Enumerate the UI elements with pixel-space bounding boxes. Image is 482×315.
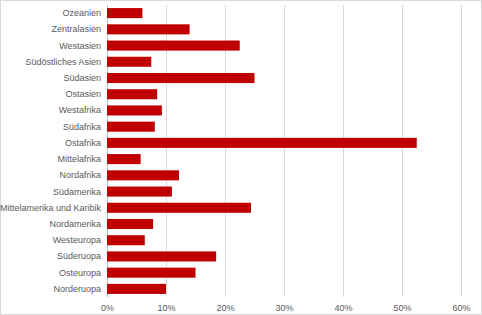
grid-line (284, 5, 285, 297)
bar (107, 219, 153, 229)
category-label: Mittelafrika (57, 154, 101, 164)
tick-label: 10% (157, 303, 175, 313)
category-label: Norderuopa (53, 284, 101, 294)
category-label: Westafrika (59, 105, 101, 115)
category-label: Westasien (59, 41, 101, 51)
tick-label: 50% (393, 303, 411, 313)
bar (107, 24, 190, 34)
bar (107, 57, 151, 67)
bar (107, 284, 166, 294)
bar (107, 251, 216, 261)
tick-label: 40% (334, 303, 352, 313)
category-label: Osteuropa (59, 268, 101, 278)
bar (107, 203, 251, 213)
category-label: Ostasien (65, 89, 101, 99)
category-label: Westeuropa (53, 235, 101, 245)
bar (107, 105, 162, 115)
category-label: Südamerika (53, 187, 101, 197)
bar (107, 235, 145, 245)
bar (107, 89, 157, 99)
tick-label: 0% (101, 303, 114, 313)
bar (107, 187, 172, 197)
grid-line (461, 5, 462, 297)
category-label: Zentralasien (51, 24, 101, 34)
category-label: Ozeanien (62, 8, 101, 18)
category-label: Nordafrika (59, 170, 101, 180)
category-label: Südöstliches Asien (25, 57, 101, 67)
bar (107, 268, 196, 278)
bar (107, 170, 179, 180)
chart-frame (1, 1, 482, 315)
grid-line (402, 5, 403, 297)
tick-label: 30% (275, 303, 293, 313)
bar (107, 8, 142, 18)
bars (107, 8, 417, 294)
grid-line (343, 5, 344, 297)
category-label: Mittelamerika und Karibik (0, 203, 101, 213)
category-label: Südasien (63, 73, 101, 83)
bar (107, 41, 240, 51)
bar (107, 138, 417, 148)
tick-label: 60% (452, 303, 470, 313)
bar (107, 73, 255, 83)
category-label: Ostafrika (65, 138, 101, 148)
category-label: Süderuopa (57, 251, 101, 261)
category-label: Südafrika (63, 122, 101, 132)
chart: 0% 10% 20% 30% 40% 50% 60% Ozeanien Zentralasien… (0, 0, 482, 315)
bar (107, 154, 141, 164)
bar (107, 122, 155, 132)
category-label: Nordamerika (49, 219, 101, 229)
tick-label: 20% (216, 303, 234, 313)
